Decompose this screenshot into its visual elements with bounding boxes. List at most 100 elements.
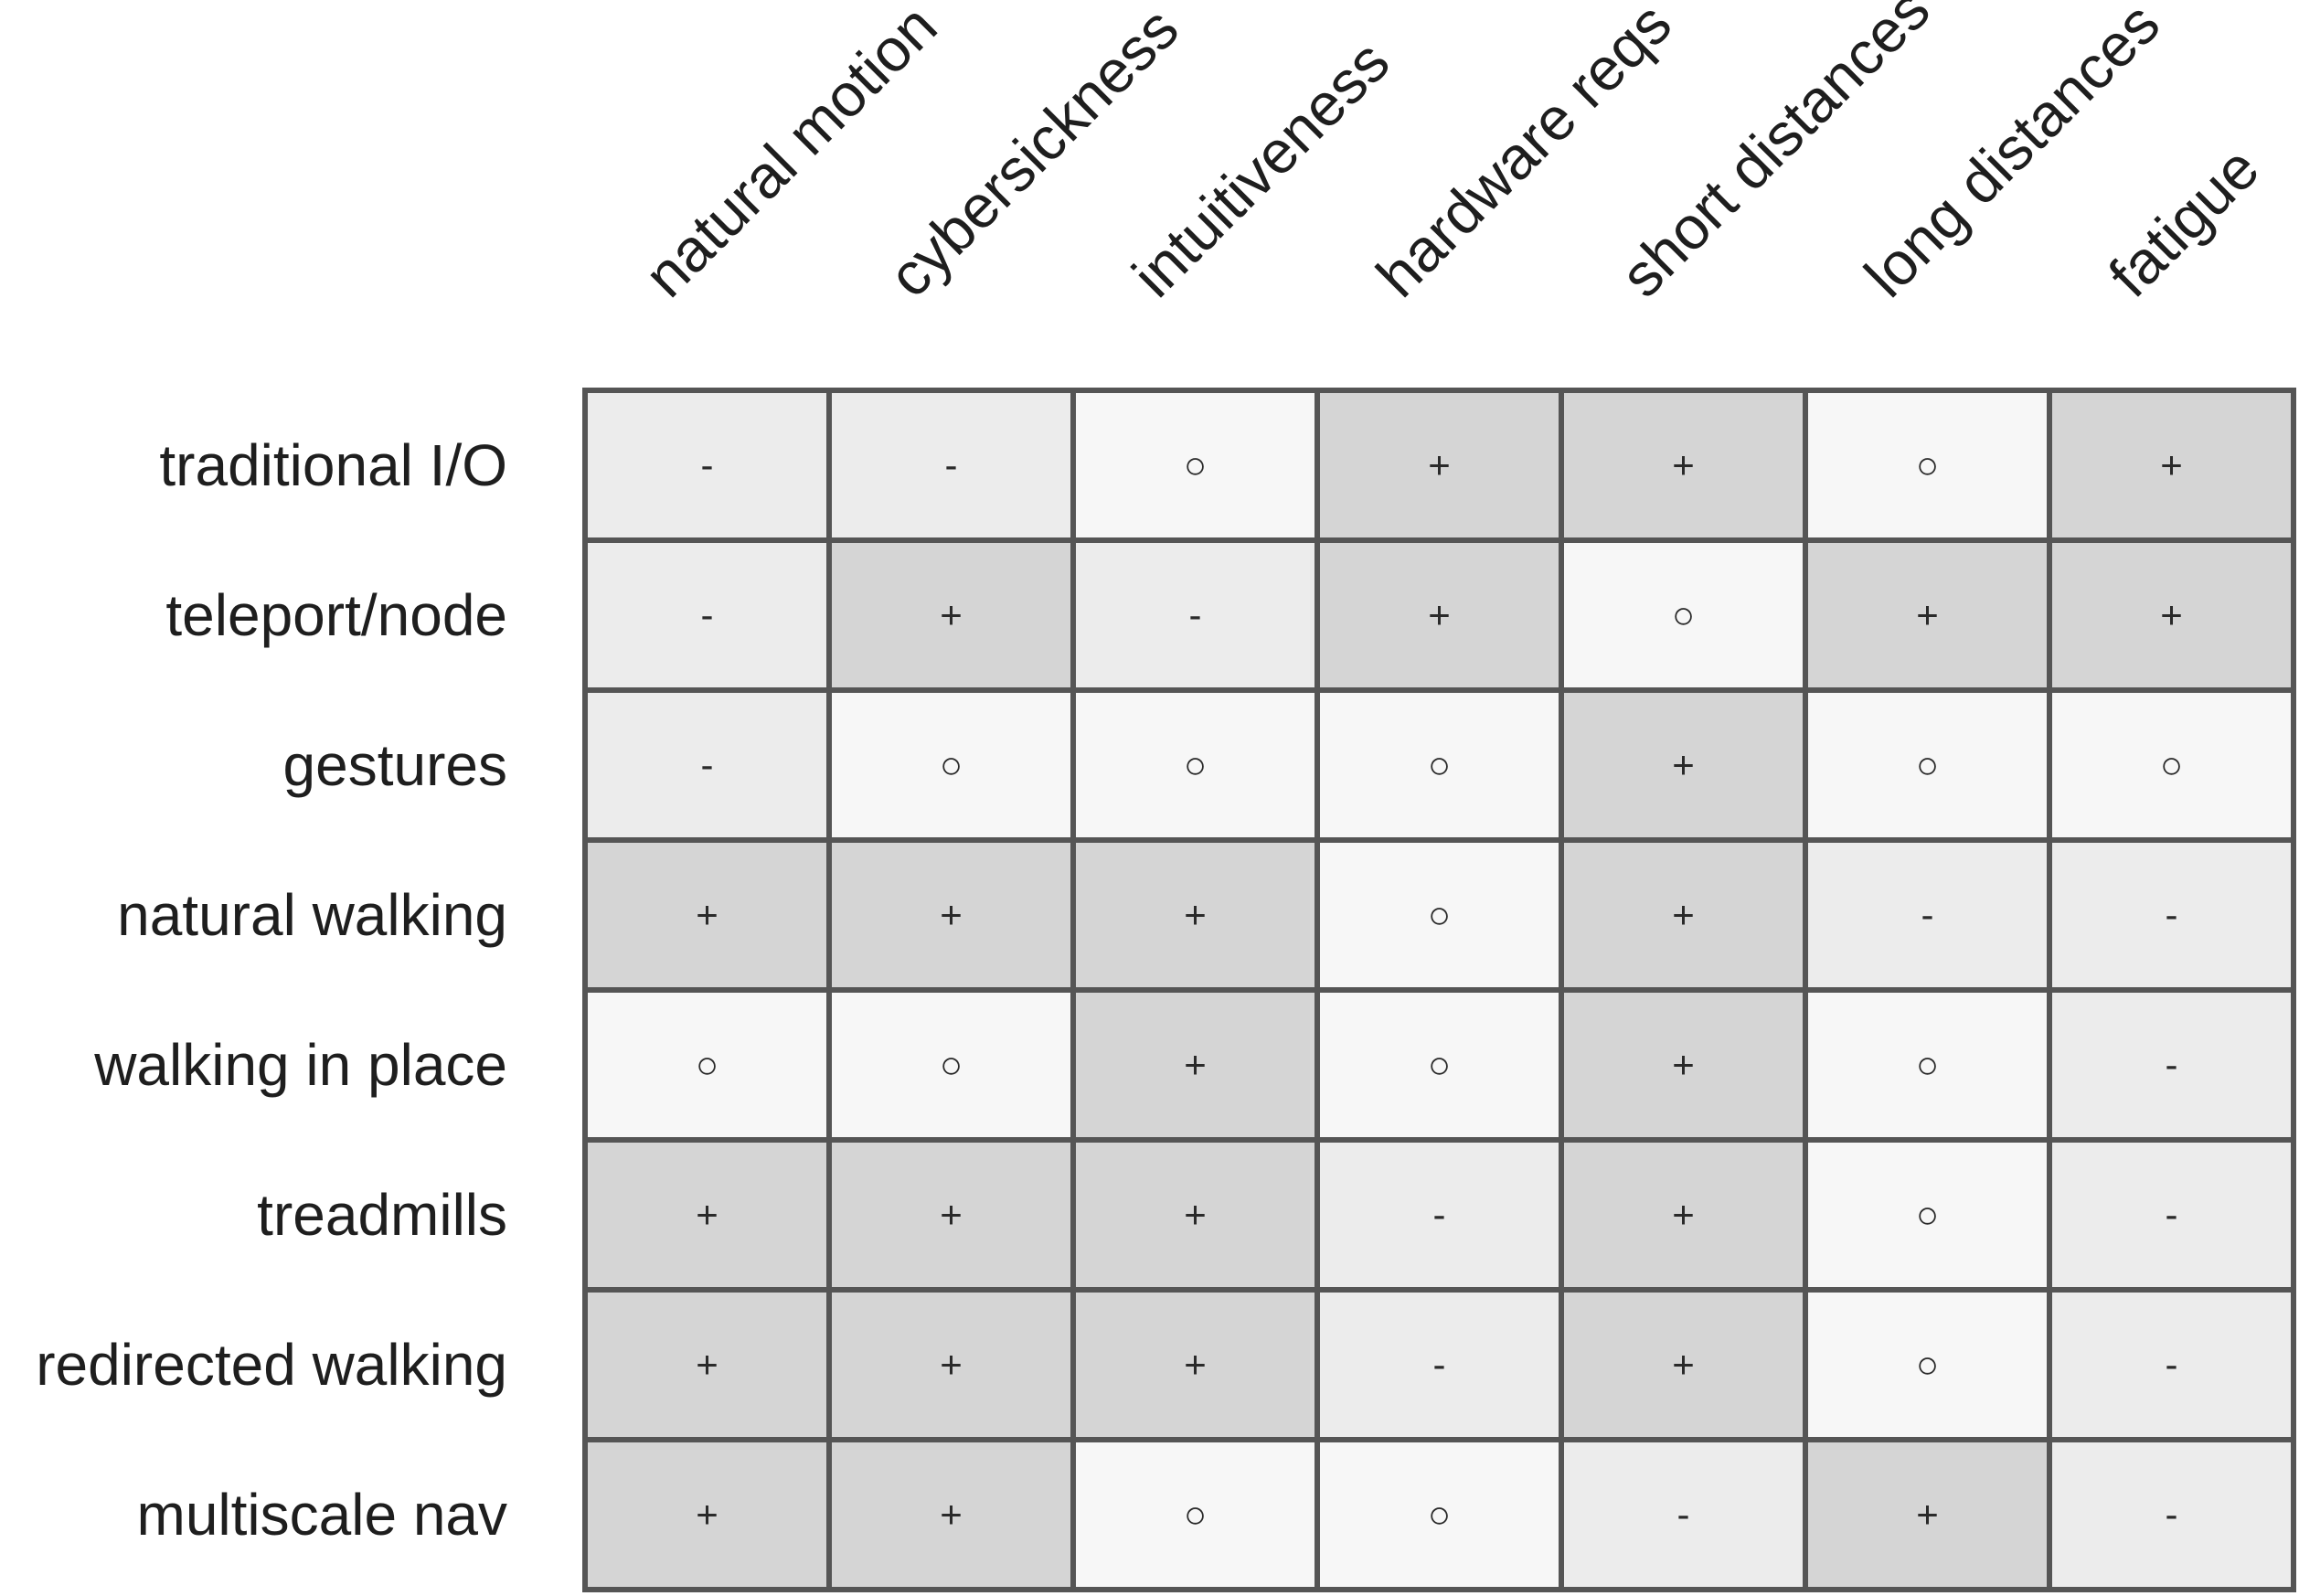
- cell-treadmills-hardware-reqs: -: [1317, 1140, 1561, 1290]
- rating-symbol: +: [696, 1343, 718, 1386]
- rating-symbol: ○: [1427, 1043, 1452, 1086]
- rating-symbol: -: [700, 593, 714, 636]
- rating-symbol: +: [940, 1193, 963, 1236]
- cell-multiscale-nav-short-distances: -: [1561, 1440, 1805, 1590]
- rating-symbol: -: [1432, 1343, 1446, 1386]
- row-label-natural-walking: natural walking: [117, 882, 507, 948]
- rating-symbol: +: [2160, 593, 2183, 636]
- column-header-fatigue: fatigue: [2095, 133, 2272, 310]
- rating-symbol: -: [2165, 893, 2178, 936]
- cell-treadmills-short-distances: +: [1561, 1140, 1805, 1290]
- rating-symbol: +: [1672, 1343, 1695, 1386]
- rating-symbol: ○: [695, 1043, 719, 1086]
- rating-symbol: ○: [1183, 743, 1208, 786]
- rating-symbol: +: [1672, 443, 1695, 486]
- cell-multiscale-nav-intuitiveness: ○: [1073, 1440, 1317, 1590]
- cell-traditional-i-o-cybersickness: -: [829, 390, 1073, 540]
- cell-multiscale-nav-cybersickness: +: [829, 1440, 1073, 1590]
- rating-symbol: +: [1672, 743, 1695, 786]
- cell-traditional-i-o-fatigue: +: [2049, 390, 2294, 540]
- rating-symbol: ○: [1915, 443, 1940, 486]
- rating-symbol: +: [2160, 443, 2183, 486]
- cell-teleport-node-natural-motion: -: [585, 540, 829, 690]
- cell-gestures-short-distances: +: [1561, 690, 1805, 840]
- cell-natural-walking-long-distances: -: [1805, 840, 2049, 990]
- cell-redirected-walking-cybersickness: +: [829, 1290, 1073, 1440]
- rating-symbol: ○: [1671, 593, 1696, 636]
- cell-teleport-node-cybersickness: +: [829, 540, 1073, 690]
- cell-gestures-fatigue: ○: [2049, 690, 2294, 840]
- rating-symbol: +: [1184, 1193, 1207, 1236]
- cell-walking-in-place-natural-motion: ○: [585, 990, 829, 1140]
- cell-natural-walking-intuitiveness: +: [1073, 840, 1317, 990]
- rating-symbol: +: [1184, 1043, 1207, 1086]
- rating-symbol: +: [696, 1493, 718, 1536]
- rating-symbol: +: [696, 893, 718, 936]
- grid-line-horizontal: [582, 987, 2296, 993]
- cell-treadmills-fatigue: -: [2049, 1140, 2294, 1290]
- rating-symbol: ○: [1427, 1493, 1452, 1536]
- rating-symbol: +: [940, 593, 963, 636]
- cell-walking-in-place-cybersickness: ○: [829, 990, 1073, 1140]
- cell-teleport-node-hardware-reqs: +: [1317, 540, 1561, 690]
- rating-symbol: -: [2165, 1343, 2178, 1386]
- cell-treadmills-natural-motion: +: [585, 1140, 829, 1290]
- rating-symbol: +: [1672, 893, 1695, 936]
- grid-line-horizontal: [582, 1587, 2296, 1592]
- cell-redirected-walking-hardware-reqs: -: [1317, 1290, 1561, 1440]
- cell-natural-walking-fatigue: -: [2049, 840, 2294, 990]
- row-label-redirected-walking: redirected walking: [36, 1332, 507, 1398]
- rating-symbol: -: [2165, 1493, 2178, 1536]
- cell-natural-walking-short-distances: +: [1561, 840, 1805, 990]
- row-label-multiscale-nav: multiscale nav: [136, 1482, 508, 1548]
- cell-walking-in-place-intuitiveness: +: [1073, 990, 1317, 1140]
- cell-redirected-walking-natural-motion: +: [585, 1290, 829, 1440]
- rating-symbol: -: [2165, 1043, 2178, 1086]
- rating-symbol: +: [1672, 1043, 1695, 1086]
- rating-symbol: ○: [939, 1043, 963, 1086]
- cell-multiscale-nav-natural-motion: +: [585, 1440, 829, 1590]
- rating-symbol: +: [1916, 593, 1939, 636]
- cell-traditional-i-o-intuitiveness: ○: [1073, 390, 1317, 540]
- rating-symbol: ○: [1915, 1043, 1940, 1086]
- cell-natural-walking-natural-motion: +: [585, 840, 829, 990]
- cell-traditional-i-o-long-distances: ○: [1805, 390, 2049, 540]
- rating-symbol: +: [1184, 893, 1207, 936]
- grid-line-horizontal: [582, 687, 2296, 693]
- cell-redirected-walking-intuitiveness: +: [1073, 1290, 1317, 1440]
- cell-walking-in-place-short-distances: +: [1561, 990, 1805, 1140]
- grid-line-horizontal: [582, 837, 2296, 843]
- cell-natural-walking-cybersickness: +: [829, 840, 1073, 990]
- rating-symbol: -: [2165, 1193, 2178, 1236]
- rating-symbol: ○: [1915, 1193, 1940, 1236]
- rating-symbol: ○: [1427, 893, 1452, 936]
- cell-traditional-i-o-hardware-reqs: +: [1317, 390, 1561, 540]
- column-header-intuitiveness: intuitiveness: [1119, 27, 1402, 310]
- rating-symbol: +: [696, 1193, 718, 1236]
- rating-symbol: +: [1428, 443, 1451, 486]
- row-label-treadmills: treadmills: [257, 1182, 507, 1248]
- row-label-gestures: gestures: [282, 732, 507, 798]
- cell-teleport-node-long-distances: +: [1805, 540, 2049, 690]
- cell-walking-in-place-long-distances: ○: [1805, 990, 2049, 1140]
- rating-symbol: -: [700, 443, 714, 486]
- rating-symbol: +: [1428, 593, 1451, 636]
- rating-symbol: -: [944, 443, 958, 486]
- cell-teleport-node-fatigue: +: [2049, 540, 2294, 690]
- row-label-walking-in-place: walking in place: [94, 1032, 507, 1098]
- cell-multiscale-nav-fatigue: -: [2049, 1440, 2294, 1590]
- cell-walking-in-place-hardware-reqs: ○: [1317, 990, 1561, 1140]
- cell-multiscale-nav-long-distances: +: [1805, 1440, 2049, 1590]
- cell-multiscale-nav-hardware-reqs: ○: [1317, 1440, 1561, 1590]
- cell-gestures-long-distances: ○: [1805, 690, 2049, 840]
- cell-natural-walking-hardware-reqs: ○: [1317, 840, 1561, 990]
- rating-symbol: -: [1921, 893, 1934, 936]
- rating-symbol: +: [940, 893, 963, 936]
- cell-treadmills-long-distances: ○: [1805, 1140, 2049, 1290]
- rating-symbol: +: [1672, 1193, 1695, 1236]
- rating-symbol: +: [940, 1343, 963, 1386]
- cell-redirected-walking-fatigue: -: [2049, 1290, 2294, 1440]
- cell-teleport-node-intuitiveness: -: [1073, 540, 1317, 690]
- cell-walking-in-place-fatigue: -: [2049, 990, 2294, 1140]
